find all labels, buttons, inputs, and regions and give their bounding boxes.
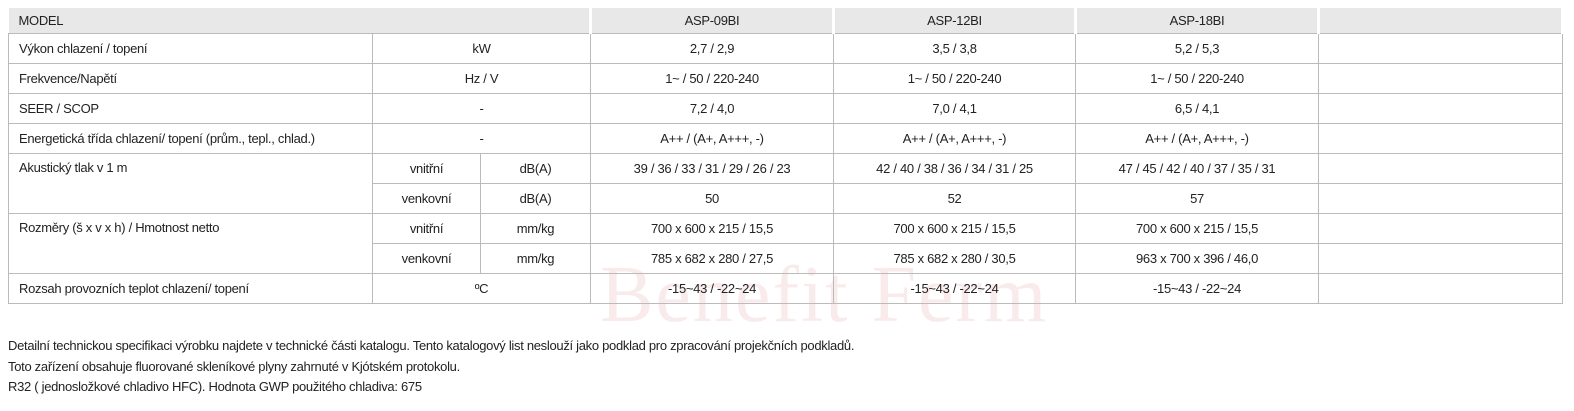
unit: mm/kg <box>480 243 591 274</box>
value: 39 / 36 / 33 / 31 / 29 / 26 / 23 <box>590 153 834 184</box>
value: 785 x 682 x 280 / 27,5 <box>590 243 834 274</box>
value: 5,2 / 5,3 <box>1075 33 1319 64</box>
row: Rozsah provozních teplot chlazení/ topen… <box>8 273 1563 304</box>
row: Rozměry (š x v x h) / Hmotnost netto vnit… <box>8 213 1563 274</box>
row: venkovní mm/kg 785 x 682 x 280 / 27,5 785 x… <box>9 243 1563 274</box>
unit: mm/kg <box>480 213 591 244</box>
sub-label: vnitřní <box>372 153 481 184</box>
value: 42 / 40 / 38 / 36 / 34 / 31 / 25 <box>833 153 1076 184</box>
value: 52 <box>833 183 1076 214</box>
value: 50 <box>590 183 834 214</box>
unit: kW <box>372 33 591 64</box>
value: 1~ / 50 / 220-240 <box>1075 63 1319 94</box>
row-label: Akustický tlak v 1 m <box>8 153 373 214</box>
value: A++ / (A+, A+++, -) <box>590 123 834 154</box>
note: R32 ( jednosložkové chladivo HFC). Hodno… <box>8 379 422 394</box>
sub-label: venkovní <box>372 243 481 274</box>
unit: - <box>372 123 591 154</box>
value: 2,7 / 2,9 <box>590 33 834 64</box>
value: -15~43 / -22~24 <box>1075 273 1319 304</box>
sub-label: venkovní <box>372 183 481 214</box>
note: Detailní technickou specifikaci výrobku … <box>8 338 855 353</box>
value: 1~ / 50 / 220-240 <box>590 63 834 94</box>
row: Energetická třída chlazení/ topení (prům… <box>8 123 1563 154</box>
value: 47 / 45 / 42 / 40 / 37 / 35 / 31 <box>1075 153 1319 184</box>
unit: - <box>372 93 591 124</box>
empty-cell <box>1318 153 1563 184</box>
header-cell: ASP-09BI <box>590 8 835 34</box>
unit: dB(A) <box>480 153 591 184</box>
unit: Hz / V <box>372 63 591 94</box>
row-label: SEER / SCOP <box>8 93 373 124</box>
value: 3,5 / 3,8 <box>833 33 1076 64</box>
notes: Detailní technickou specifikaci výrobku … <box>8 336 854 398</box>
value: 700 x 600 x 215 / 15,5 <box>833 213 1076 244</box>
empty-cell <box>1318 33 1563 64</box>
value: 700 x 600 x 215 / 15,5 <box>1075 213 1319 244</box>
row: Frekvence/Napětí Hz / V 1~ / 50 / 220-240 1… <box>8 63 1563 94</box>
header-cell: ASP-12BI <box>833 8 1077 34</box>
row: venkovní dB(A) 50 52 57 <box>9 183 1563 214</box>
value: 963 x 700 x 396 / 46,0 <box>1075 243 1319 274</box>
value: A++ / (A+, A+++, -) <box>1075 123 1319 154</box>
row-label: Výkon chlazení / topení <box>8 33 373 64</box>
row: SEER / SCOP -7,2 / 4,0 7,0 / 4,1 6,5 / 4,1 <box>8 93 1563 124</box>
empty-cell <box>1318 243 1563 274</box>
unit: ºC <box>372 273 591 304</box>
row: Akustický tlak v 1 m vnitřní dB(A) 39 / 36 … <box>8 153 1563 214</box>
empty-cell <box>1318 123 1563 154</box>
row-label: Energetická třída chlazení/ topení (prům… <box>8 123 373 154</box>
header-cell <box>1318 8 1564 34</box>
row-label: Frekvence/Napětí <box>8 63 373 94</box>
spec-table: MODEL ASP-09BI ASP-12BI ASP-18BI Výkon chlaz… <box>8 8 1564 304</box>
value: 700 x 600 x 215 / 15,5 <box>590 213 834 244</box>
value: -15~43 / -22~24 <box>833 273 1076 304</box>
empty-cell <box>1318 213 1563 244</box>
note: Toto zařízení obsahuje fluorované sklení… <box>8 358 460 374</box>
value: 1~ / 50 / 220-240 <box>833 63 1076 94</box>
value: 785 x 682 x 280 / 30,5 <box>833 243 1076 274</box>
empty-cell <box>1318 183 1563 214</box>
header-cell: ASP-18BI <box>1075 8 1320 34</box>
empty-cell <box>1318 63 1563 94</box>
value: A++ / (A+, A+++, -) <box>833 123 1076 154</box>
value: -15~43 / -22~24 <box>590 273 834 304</box>
value: 6,5 / 4,1 <box>1075 93 1319 124</box>
value: 7,0 / 4,1 <box>833 93 1076 124</box>
value: 57 <box>1075 183 1319 214</box>
row-label: Rozměry (š x v x h) / Hmotnost netto <box>8 213 373 274</box>
header-row: MODEL ASP-09BI ASP-12BI ASP-18BI <box>8 8 1564 34</box>
value: 7,2 / 4,0 <box>590 93 834 124</box>
header-cell: MODEL <box>8 8 592 34</box>
row: Výkon chlazení / topení kW 2,7 / 2,9 3,5 / … <box>8 33 1563 64</box>
unit: dB(A) <box>480 183 591 214</box>
empty-cell <box>1318 273 1563 304</box>
row-label: Rozsah provozních teplot chlazení/ topen… <box>8 273 373 304</box>
sub-label: vnitřní <box>372 213 481 244</box>
empty-cell <box>1318 93 1563 124</box>
